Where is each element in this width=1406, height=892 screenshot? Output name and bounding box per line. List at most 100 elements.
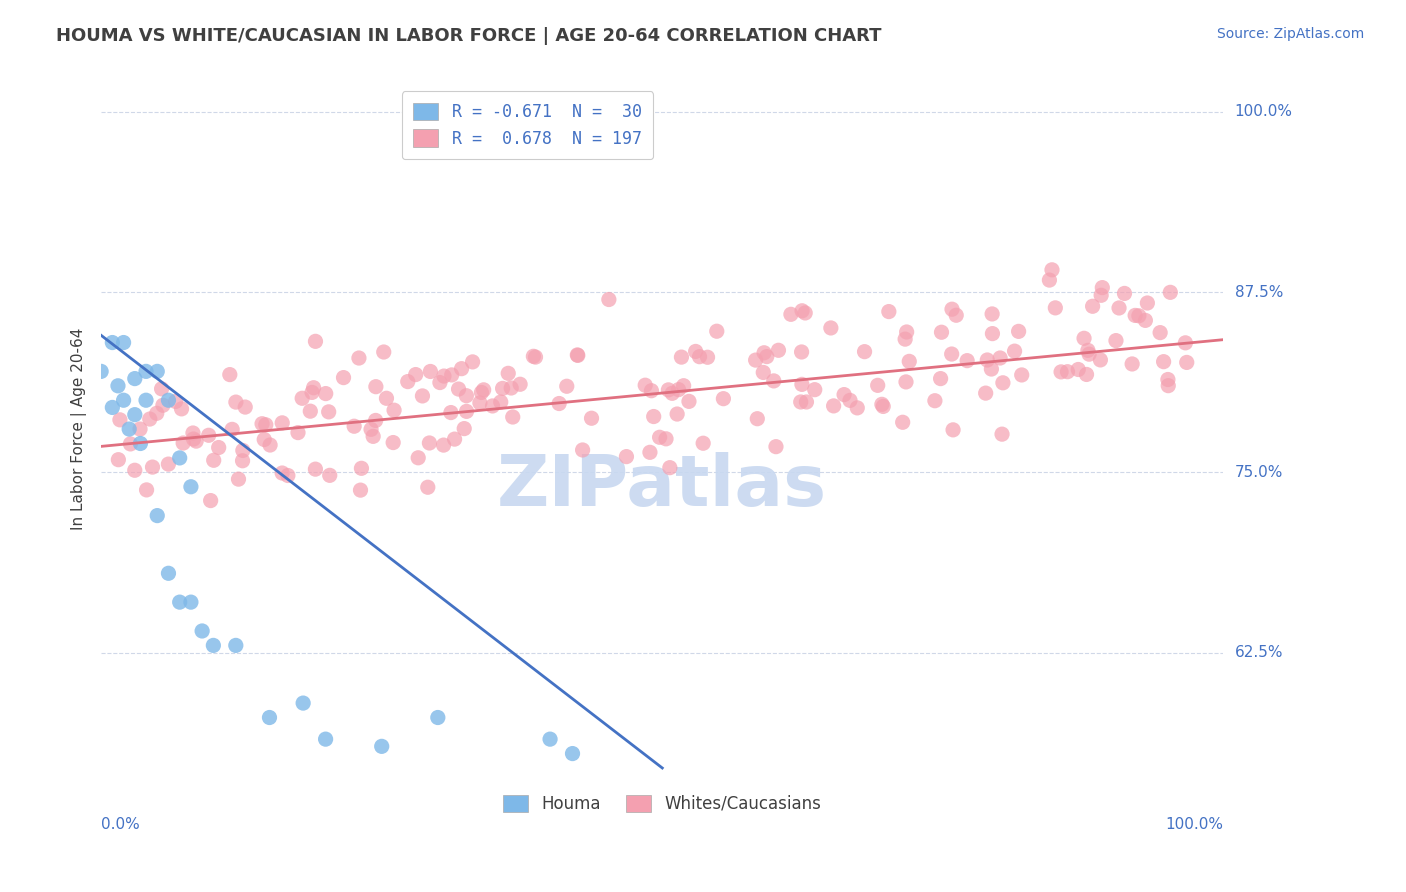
Point (853, 344, 876, 359)
Point (548, 396, 571, 410)
Point (170, 401, 193, 416)
Point (790, 377, 813, 392)
Point (287, 425, 309, 440)
Point (567, 348, 589, 362)
Point (254, 417, 277, 432)
Point (180, 480, 202, 494)
Point (538, 732, 561, 747)
Point (1040, 262, 1063, 277)
Point (1091, 280, 1114, 294)
Point (271, 466, 294, 480)
Point (678, 394, 700, 409)
Point (929, 371, 952, 385)
Point (491, 381, 513, 395)
Point (315, 732, 337, 747)
Point (152, 398, 174, 412)
Point (489, 395, 512, 409)
Point (197, 428, 219, 442)
Legend: Houma, Whites/Caucasians: Houma, Whites/Caucasians (492, 783, 832, 824)
Point (406, 450, 429, 465)
Point (942, 423, 965, 437)
Point (1121, 357, 1143, 371)
Point (866, 378, 889, 392)
Point (894, 375, 917, 389)
Point (112, 393, 135, 408)
Point (157, 566, 180, 581)
Point (640, 384, 662, 398)
Point (472, 383, 495, 397)
Point (304, 334, 326, 349)
Point (169, 450, 191, 465)
Point (1135, 313, 1157, 327)
Point (1007, 324, 1029, 338)
Point (1056, 365, 1078, 379)
Point (988, 351, 1011, 365)
Point (382, 435, 405, 450)
Point (429, 376, 451, 390)
Point (820, 321, 842, 335)
Point (349, 483, 371, 497)
Point (762, 374, 785, 388)
Point (496, 367, 519, 381)
Point (666, 407, 689, 421)
Point (382, 403, 405, 417)
Point (172, 436, 194, 450)
Point (1067, 362, 1090, 376)
Point (90, 364, 112, 378)
Point (373, 345, 395, 359)
Point (924, 393, 946, 408)
Point (315, 386, 337, 401)
Point (232, 454, 254, 468)
Point (561, 747, 583, 761)
Point (655, 432, 678, 446)
Text: 87.5%: 87.5% (1234, 285, 1282, 300)
Point (571, 442, 593, 457)
Point (186, 434, 208, 449)
Point (101, 401, 124, 415)
Point (976, 353, 998, 368)
Point (1090, 352, 1112, 367)
Point (225, 639, 247, 653)
Point (470, 385, 492, 400)
Point (1157, 378, 1180, 392)
Point (375, 392, 398, 406)
Point (581, 411, 603, 425)
Point (974, 386, 997, 401)
Point (744, 353, 766, 368)
Point (370, 739, 392, 754)
Point (202, 453, 225, 467)
Point (991, 427, 1014, 442)
Point (124, 408, 146, 422)
Point (253, 433, 276, 447)
Point (419, 364, 441, 378)
Point (302, 381, 325, 395)
Point (747, 411, 769, 425)
Point (981, 326, 1004, 341)
Point (450, 361, 472, 376)
Point (685, 344, 707, 359)
Point (555, 379, 578, 393)
Text: Source: ZipAtlas.com: Source: ZipAtlas.com (1216, 27, 1364, 41)
Point (181, 425, 204, 440)
Point (877, 304, 900, 318)
Point (299, 404, 322, 418)
Point (1077, 343, 1099, 358)
Point (980, 362, 1002, 376)
Point (101, 335, 124, 350)
Point (752, 366, 775, 380)
Point (1105, 334, 1128, 348)
Point (648, 430, 671, 444)
Text: 100.0%: 100.0% (1234, 104, 1292, 120)
Point (768, 343, 790, 358)
Point (713, 392, 735, 406)
Point (191, 624, 214, 638)
Point (1157, 372, 1180, 386)
Point (347, 351, 370, 365)
Point (567, 348, 589, 362)
Point (124, 371, 146, 385)
Point (129, 436, 152, 450)
Point (250, 417, 273, 431)
Point (135, 364, 157, 378)
Point (135, 393, 157, 408)
Point (790, 345, 813, 359)
